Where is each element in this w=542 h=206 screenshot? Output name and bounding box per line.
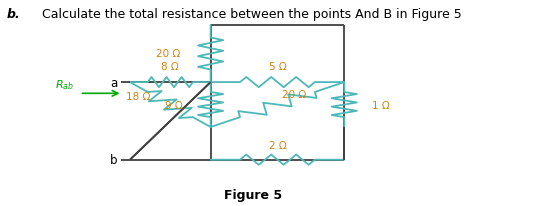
Text: 18 Ω: 18 Ω: [126, 92, 150, 102]
Text: Figure 5: Figure 5: [224, 188, 282, 201]
Text: $R_{ab}$: $R_{ab}$: [55, 78, 74, 92]
Text: b.: b.: [7, 7, 20, 20]
Text: 8 Ω: 8 Ω: [162, 61, 179, 71]
Text: 20 Ω: 20 Ω: [156, 49, 180, 59]
Text: 20 Ω: 20 Ω: [282, 90, 307, 100]
Text: 5 Ω: 5 Ω: [269, 61, 286, 71]
Text: 2 Ω: 2 Ω: [269, 141, 286, 151]
Text: 9 Ω: 9 Ω: [165, 100, 183, 110]
Text: a: a: [110, 76, 118, 89]
Text: Calculate the total resistance between the points And B in Figure 5: Calculate the total resistance between t…: [34, 7, 462, 20]
Text: 1 Ω: 1 Ω: [372, 100, 390, 110]
Text: b: b: [110, 153, 118, 166]
